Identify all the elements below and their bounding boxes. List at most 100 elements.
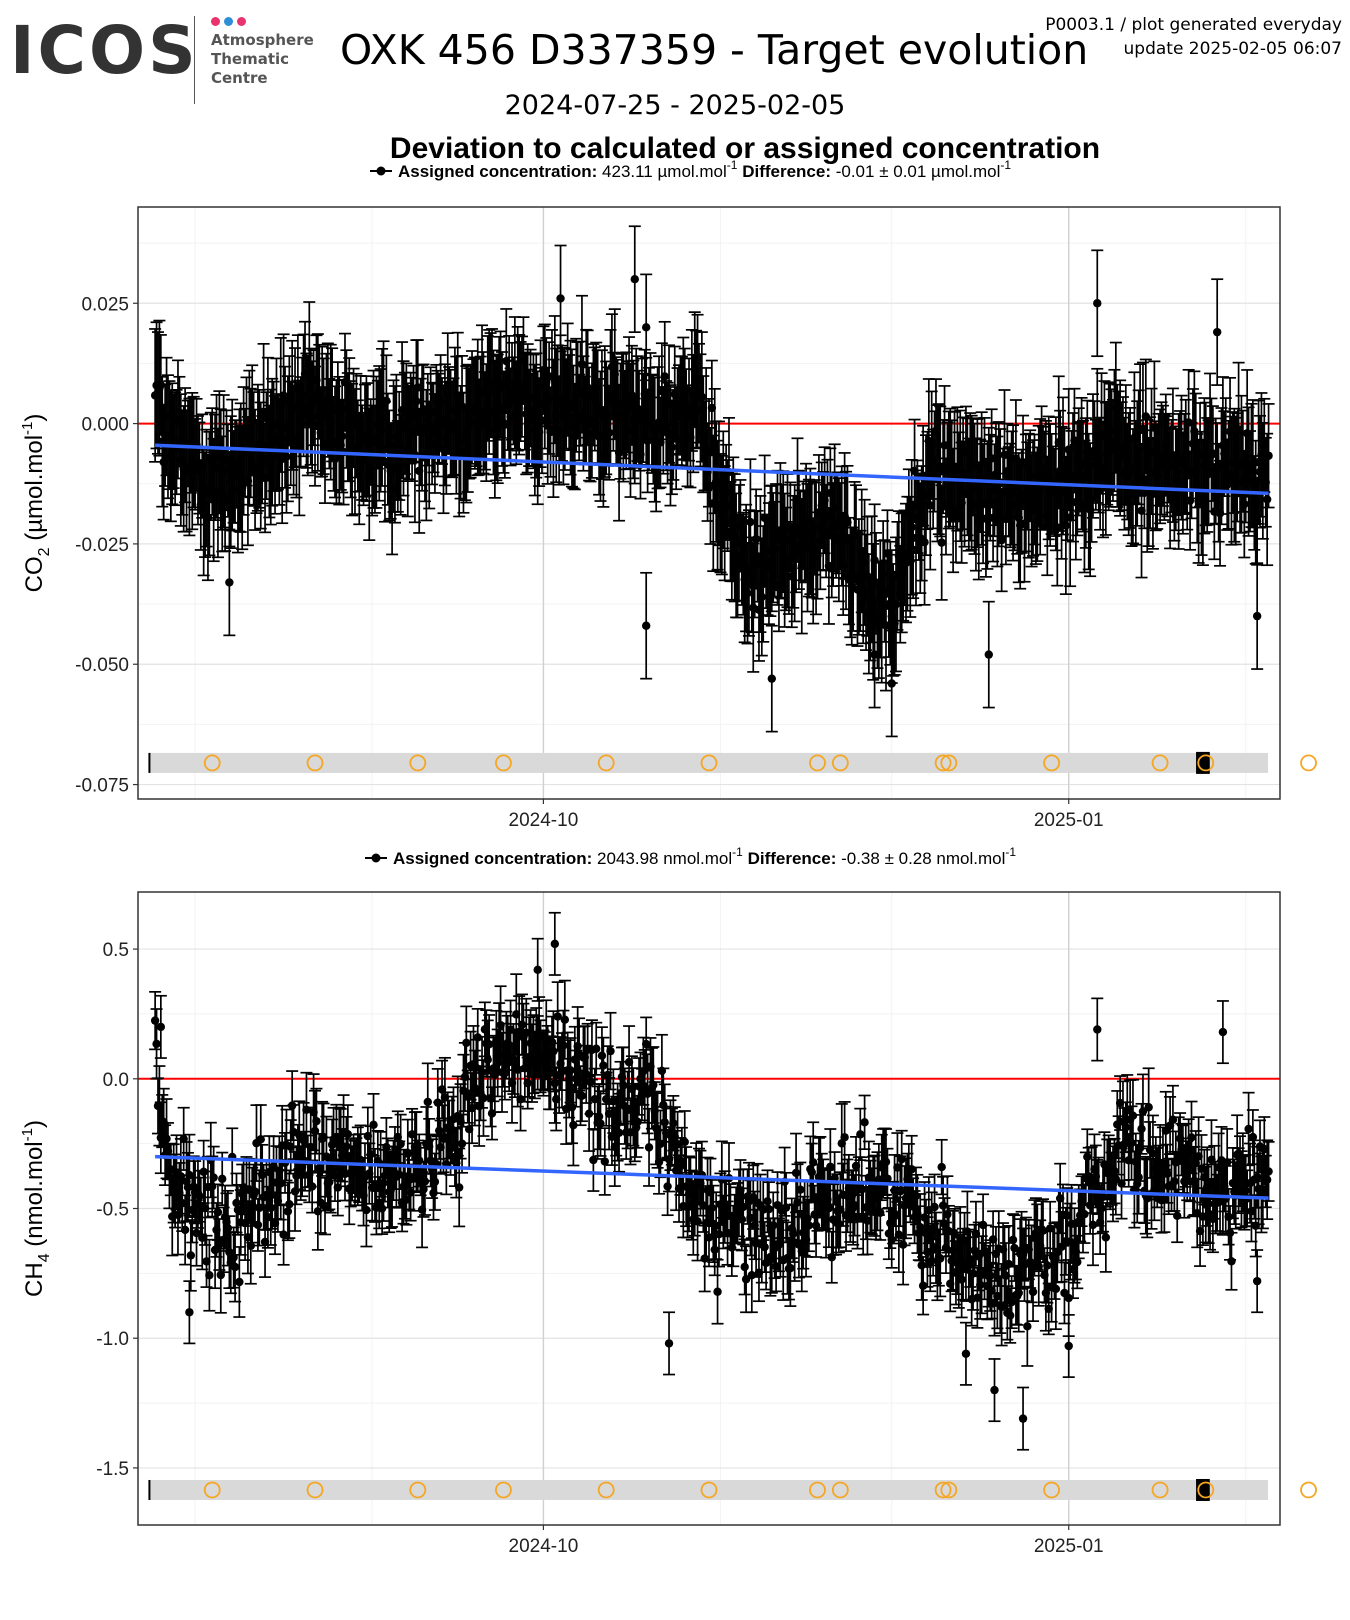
plot-meta: P0003.1 / plot generated everyday update…	[1045, 13, 1342, 61]
data-point	[599, 1061, 608, 1070]
data-point	[619, 1081, 628, 1090]
chart-panel-co2: 0.025 0.000 -0.025 -0.050 -0.075 2024-10 2025-…	[19, 158, 1317, 831]
data-point	[180, 1225, 190, 1235]
data-point	[246, 1241, 255, 1251]
data-point	[997, 535, 1006, 545]
legend-exp: -1	[1000, 158, 1011, 172]
data-point	[484, 1040, 494, 1049]
data-point	[641, 621, 651, 630]
data-point	[179, 1134, 188, 1144]
legend-key-point	[376, 166, 386, 176]
legend-text: Assigned concentration: 423.11 µmol.mol-…	[398, 158, 1011, 181]
data-point	[337, 432, 347, 441]
meta-line: P0003.1 / plot generated everyday	[1045, 15, 1342, 35]
panel-border	[137, 206, 1281, 800]
y-label-exp: -1	[19, 422, 36, 435]
data-point	[213, 1207, 223, 1217]
data-point	[279, 1230, 288, 1239]
x-tick-label: 2025-01	[1034, 1536, 1104, 1557]
data-point	[412, 397, 421, 406]
data-point	[641, 323, 651, 332]
data-point	[600, 1157, 609, 1166]
y-axis-label: CO2 (µmol.mol-1)	[19, 414, 53, 593]
strip-marker	[940, 1481, 958, 1499]
strip-marker	[809, 1481, 826, 1499]
y-label-close: )	[21, 414, 48, 422]
data-point	[559, 1041, 568, 1050]
data-point	[589, 1155, 598, 1165]
data-point	[663, 1182, 672, 1191]
data-point	[870, 650, 879, 659]
data-point	[195, 1192, 204, 1201]
data-point	[150, 1016, 160, 1025]
x-tick-label: 2024-10	[509, 1536, 579, 1557]
strip-marker	[934, 754, 952, 772]
legend-difference-label: Difference:	[737, 162, 835, 181]
data-point	[162, 1134, 171, 1143]
data-point	[743, 589, 752, 598]
strip-marker	[700, 1481, 718, 1499]
data-point	[1240, 499, 1249, 509]
data-point	[630, 274, 639, 284]
strip-marker	[831, 1481, 849, 1499]
strip-marker	[597, 1481, 615, 1499]
strip-marker	[1151, 1481, 1169, 1499]
icos-logo: ICOS	[10, 12, 199, 89]
data-point	[250, 1187, 260, 1196]
data-point	[739, 1202, 748, 1212]
y-tick-label: -1.5	[96, 1459, 129, 1480]
data-point	[312, 1116, 321, 1126]
cylinder-strip	[149, 752, 1268, 773]
strip-marker	[409, 1481, 427, 1499]
logo-divider	[194, 16, 195, 104]
data-point	[457, 1139, 467, 1148]
data-point	[152, 1039, 161, 1049]
data-point	[430, 1177, 440, 1186]
y-tick-label: 0.0	[103, 1070, 129, 1091]
data-point	[553, 1012, 562, 1021]
data-point	[937, 538, 946, 547]
date-range: 2024-07-25 - 2025-02-05	[504, 90, 846, 121]
data-point	[920, 537, 929, 547]
strip-marker	[306, 754, 324, 772]
data-point	[713, 1287, 722, 1296]
data-point	[369, 1120, 378, 1130]
legend: Assigned concentration: 423.11 µmol.mol-…	[370, 158, 1011, 181]
data-point	[669, 1119, 678, 1128]
data-point	[230, 1262, 240, 1272]
legend-exp: -1	[727, 158, 738, 172]
data-point	[1252, 611, 1262, 621]
data-point	[680, 1137, 689, 1147]
y-label-main: CO	[21, 556, 48, 592]
data-point	[757, 592, 767, 602]
y-tick-label: -0.025	[75, 535, 129, 556]
data-point	[523, 1078, 532, 1088]
data-point	[737, 1215, 747, 1224]
strip-marker	[495, 754, 512, 772]
y-tick-label: -0.050	[75, 655, 129, 676]
data-point	[697, 392, 707, 402]
data-point	[483, 1055, 492, 1064]
page-title: OXK 456 D337359 - Target evolution	[340, 26, 1089, 74]
legend-assigned-value: 423.11 µmol.mol	[602, 162, 727, 181]
data-point	[592, 1044, 601, 1053]
data-point	[218, 1174, 227, 1184]
data-point	[454, 1183, 464, 1192]
y-tick-label: 0.025	[81, 294, 129, 315]
y-tick-label: 0.5	[103, 940, 129, 961]
data-point	[307, 1182, 317, 1191]
legend-assigned-label: Assigned concentration:	[398, 162, 602, 181]
data-point	[225, 578, 234, 587]
strip-marker	[1300, 754, 1317, 772]
data-point	[606, 1046, 615, 1056]
data-point	[747, 1271, 757, 1280]
logo-dot	[224, 17, 233, 26]
data-point	[614, 1128, 624, 1137]
data-point	[560, 1015, 570, 1024]
data-point	[283, 1207, 293, 1216]
data-point	[362, 1205, 371, 1215]
data-point	[1262, 495, 1272, 504]
cylinder-strip	[149, 1479, 1268, 1500]
